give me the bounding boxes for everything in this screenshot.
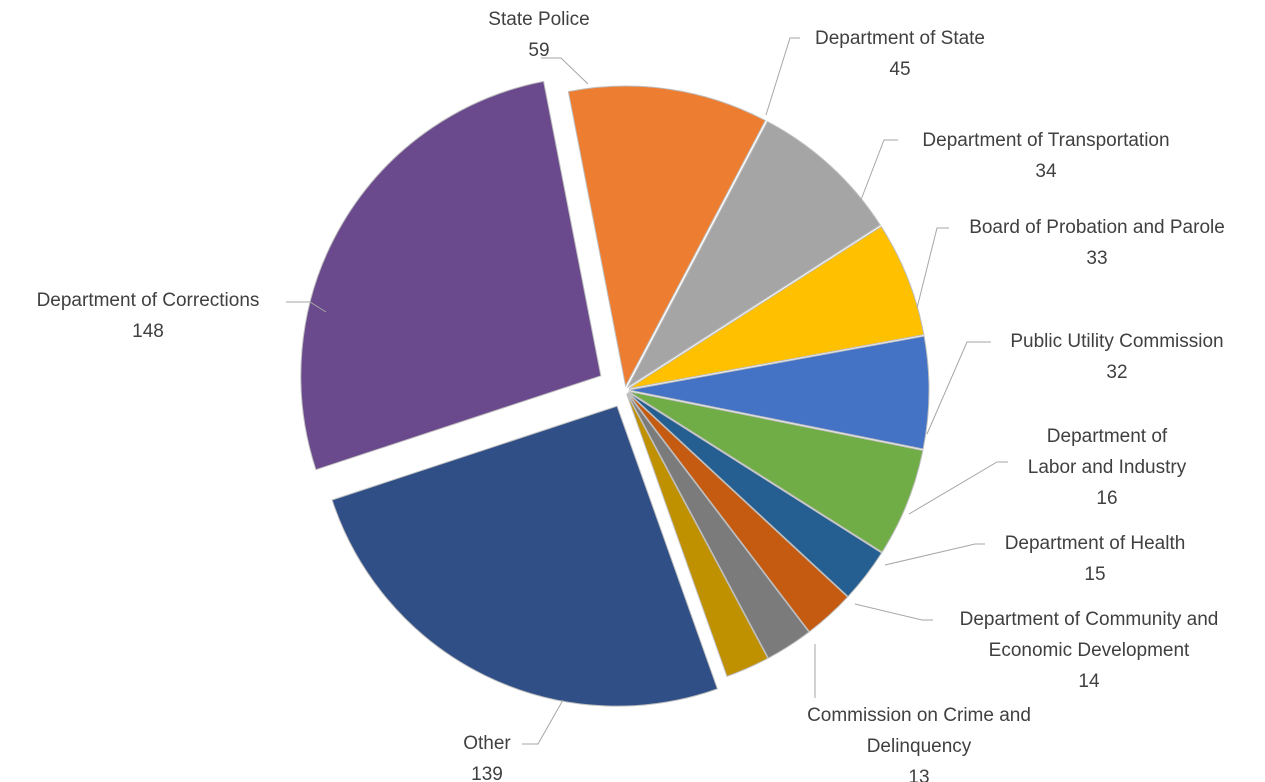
slice-name-label: Department of: [1047, 426, 1168, 447]
leader-line: [916, 227, 949, 309]
slice-name-label: State Police: [488, 9, 589, 30]
pie-slice-commission-on-crime-and-delinquency: [626, 393, 769, 678]
leader-line: [858, 139, 898, 206]
pie-slice-department-of-transportation: [628, 225, 925, 390]
leader-line: [541, 57, 589, 85]
slice-name-label: Department of Health: [1005, 533, 1186, 554]
slice-labels: State Police 59 Department of State 45 Depar…: [37, 9, 1225, 782]
slice-name-label: Other: [463, 733, 511, 754]
slice-value-label: 148: [132, 321, 164, 342]
slice-name-label: Delinquency: [867, 736, 972, 757]
leader-line: [522, 699, 564, 745]
pie-slice-state-police: [567, 85, 766, 388]
leader-line: [765, 37, 800, 116]
leader-line: [854, 603, 933, 621]
pie-slice-department-of-health: [627, 392, 849, 633]
leader-lines: [286, 37, 1008, 745]
slice-value-label: 32: [1106, 362, 1127, 383]
pie-slice-department-of-corrections: [300, 80, 602, 471]
pie-slices: [300, 80, 930, 707]
slice-value-label: 13: [908, 767, 929, 782]
slice-name-label: Commission on Crime and: [807, 705, 1031, 726]
slice-name-label: Public Utility Commission: [1010, 331, 1223, 352]
pie-slice-department-of-labor-and-industry: [627, 392, 883, 598]
slice-value-label: 15: [1084, 564, 1105, 585]
pie-slice-department-of-community-and-economic-development: [626, 393, 810, 659]
slice-value-label: 139: [471, 764, 503, 782]
slice-name-label: Board of Probation and Parole: [969, 217, 1225, 238]
pie-slice-other: [331, 405, 719, 707]
leader-line: [926, 341, 991, 435]
slice-value-label: 34: [1035, 161, 1057, 182]
leader-line: [908, 461, 1008, 515]
slice-value-label: 59: [528, 40, 549, 61]
pie-slice-public-utility-commission: [628, 390, 924, 553]
leader-line: [884, 543, 985, 566]
slice-value-label: 16: [1096, 488, 1117, 509]
slice-value-label: 14: [1078, 671, 1100, 692]
pie-slice-department-of-state: [626, 120, 881, 389]
slice-value-label: 33: [1086, 248, 1107, 269]
leader-line: [286, 301, 327, 313]
slice-name-label: Labor and Industry: [1028, 457, 1187, 478]
slice-name-label: Department of Community and: [960, 609, 1219, 630]
pie-slice-board-of-probation-and-parole: [628, 335, 930, 450]
slice-name-label: Department of Corrections: [37, 290, 260, 311]
slice-name-label: Economic Development: [989, 640, 1190, 661]
slice-value-label: 45: [889, 59, 910, 80]
slice-name-label: Department of State: [815, 28, 985, 49]
slice-name-label: Department of Transportation: [922, 130, 1169, 151]
